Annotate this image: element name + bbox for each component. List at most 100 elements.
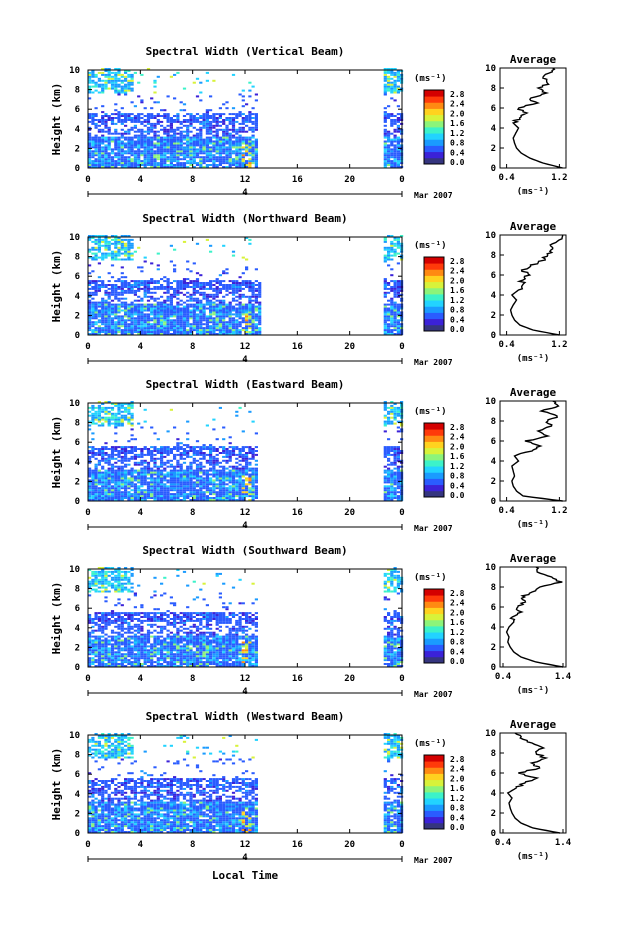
heatmap-cell — [150, 126, 154, 129]
colorbar-tick-label: 0.0 — [450, 325, 465, 334]
heatmap-cell — [117, 238, 121, 241]
heatmap-cell — [160, 457, 164, 460]
heatmap-cell — [156, 465, 160, 468]
heatmap-cell — [124, 301, 128, 304]
heatmap-cell — [130, 457, 134, 460]
heatmap-cell — [140, 491, 144, 494]
heatmap-cell — [140, 117, 144, 119]
heatmap-cell — [160, 138, 164, 141]
heatmap-cell — [390, 87, 394, 90]
heatmap-cell — [101, 71, 105, 74]
heatmap-cell — [396, 244, 400, 247]
heatmap-cell — [150, 489, 154, 492]
heatmap-cell — [101, 238, 105, 241]
heatmap-cell — [390, 422, 394, 425]
heatmap-cell — [107, 287, 111, 290]
heatmap-cell — [186, 134, 190, 137]
heatmap-cell — [156, 452, 160, 454]
heatmap-cell — [110, 323, 115, 326]
heatmap-cell — [390, 305, 394, 308]
heatmap-cell — [94, 301, 98, 304]
heatmap-cell — [91, 71, 95, 74]
heatmap-cell — [117, 323, 121, 326]
heatmap-cell — [254, 280, 258, 283]
heatmap-cell — [130, 483, 134, 486]
heatmap-cell — [114, 432, 118, 435]
heatmap-cell — [182, 457, 187, 460]
heatmap-cell — [251, 475, 255, 478]
heatmap-cell — [117, 408, 121, 411]
heatmap-cell — [179, 286, 183, 288]
heatmap-cell — [179, 152, 183, 155]
heatmap-cell — [182, 477, 187, 480]
heatmap-cell — [231, 162, 236, 165]
heatmap-cell — [140, 325, 144, 328]
heatmap-cell — [146, 307, 151, 310]
heatmap-cell — [195, 459, 200, 462]
heatmap-cell — [199, 485, 203, 488]
heatmap-cell — [114, 450, 118, 452]
heatmap-cell — [228, 301, 232, 304]
heatmap-cell — [104, 150, 108, 153]
heatmap-cell — [231, 489, 236, 492]
heatmap-cell — [182, 452, 187, 454]
heatmap-cell — [143, 446, 147, 449]
colorbar-swatch — [424, 466, 444, 473]
heatmap-cell — [396, 293, 400, 296]
heatmap-cell — [150, 97, 154, 100]
heatmap-cell — [215, 329, 219, 332]
heatmap-cell — [146, 321, 151, 324]
heatmap-cell — [163, 323, 167, 326]
heatmap-cell — [101, 303, 105, 306]
heatmap-cell — [209, 303, 213, 306]
heatmap-cell — [117, 471, 121, 474]
heatmap-cell — [228, 315, 232, 318]
heatmap-cell — [101, 493, 105, 496]
heatmap-cell — [199, 142, 203, 145]
heatmap-cell — [393, 325, 397, 328]
heatmap-cell — [179, 323, 183, 326]
heatmap-cell — [195, 150, 200, 153]
heatmap-cell — [251, 162, 255, 165]
heatmap-cell — [88, 420, 92, 423]
colorbar-unit: (ms⁻¹) — [414, 407, 447, 417]
heatmap-cell — [251, 467, 255, 470]
heatmap-cell — [241, 293, 245, 296]
heatmap-cell — [215, 457, 219, 460]
heatmap-cell — [228, 134, 232, 137]
heatmap-cell — [88, 77, 92, 80]
heatmap-cell — [222, 103, 226, 106]
heatmap-cell — [387, 158, 391, 161]
heatmap-cell — [238, 130, 242, 133]
heatmap-cell — [179, 489, 183, 492]
heatmap-cell — [218, 142, 222, 145]
heatmap-cell — [176, 309, 180, 312]
heatmap-cell — [254, 158, 258, 161]
heatmap-cell — [110, 276, 115, 279]
heatmap-cell — [199, 325, 203, 328]
heatmap-cell — [205, 111, 209, 114]
heatmap-cell — [251, 497, 255, 499]
heatmap-cell — [169, 450, 173, 452]
heatmap-cell — [130, 323, 134, 326]
heatmap-cell — [88, 132, 92, 135]
heatmap-cell — [218, 489, 222, 492]
heatmap-cell — [192, 154, 196, 157]
heatmap-cell — [396, 469, 400, 472]
colorbar-swatch — [424, 429, 444, 436]
heatmap-cell — [120, 276, 124, 279]
colorbar-tick-label: 1.6 — [450, 286, 465, 295]
heatmap-cell — [124, 284, 128, 286]
colorbar-swatch — [424, 300, 444, 307]
heatmap-cell — [212, 136, 216, 139]
heatmap-cell — [101, 146, 105, 149]
heatmap-cell — [160, 461, 164, 464]
heatmap-cell — [137, 166, 141, 168]
heatmap-cell — [97, 160, 101, 163]
heatmap-cell — [110, 452, 115, 454]
heatmap-cell — [176, 113, 180, 116]
heatmap-cell — [169, 162, 173, 165]
heatmap-cell — [127, 115, 131, 117]
heatmap-cell — [146, 450, 151, 452]
heatmap-cell — [225, 309, 229, 312]
